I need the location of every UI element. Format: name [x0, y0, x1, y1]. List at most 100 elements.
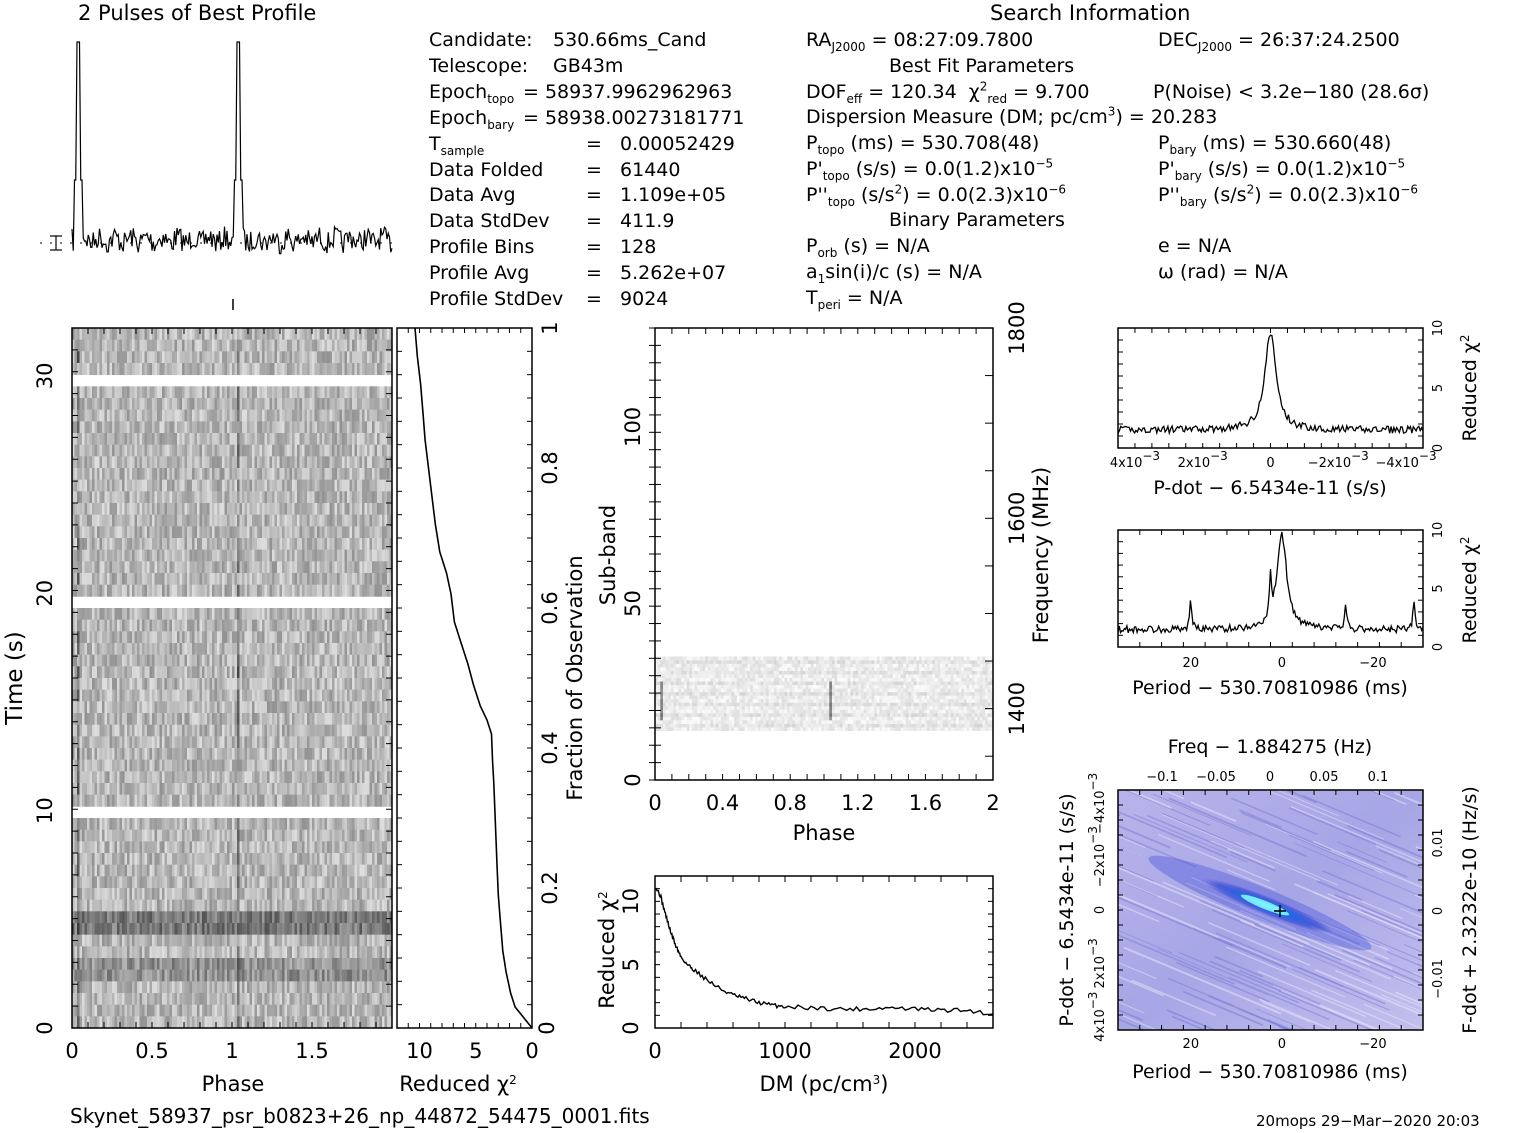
heatmap-cell	[287, 514, 290, 527]
heatmap-cell	[337, 538, 340, 551]
heatmap-cell	[282, 444, 285, 457]
heatmap-cell	[222, 398, 225, 411]
heatmap-cell	[139, 351, 143, 364]
heatmap-cell	[239, 328, 243, 341]
heatmap-cell	[99, 479, 103, 492]
heatmap-cell	[259, 433, 263, 446]
heatmap-cell	[262, 701, 265, 714]
heatmap-cell	[344, 386, 348, 399]
heatmap-cell	[332, 363, 335, 376]
heatmap-cell	[112, 386, 115, 399]
heatmap-cell	[294, 748, 298, 761]
heatmap-cell	[354, 421, 358, 434]
heatmap-cell	[299, 339, 303, 352]
heatmap-cell	[249, 456, 253, 469]
heatmap-cell	[277, 619, 280, 632]
heatmap-cell	[237, 724, 240, 737]
heatmap-cell	[167, 456, 170, 469]
heatmap-cell	[362, 713, 365, 726]
heatmap-cell	[187, 631, 190, 644]
heatmap-cell	[374, 398, 378, 411]
heatmap-cell	[209, 339, 213, 352]
heatmap-cell	[297, 608, 300, 621]
heatmap-cell	[374, 608, 378, 621]
heatmap-cell	[179, 713, 183, 726]
heatmap-cell	[117, 479, 120, 492]
heatmap-cell	[362, 468, 365, 481]
heatmap-cell	[77, 631, 80, 644]
heatmap-cell	[219, 783, 223, 796]
heatmap-cell	[337, 409, 340, 422]
heatmap-cell	[369, 549, 373, 562]
heatmap-cell	[107, 421, 110, 434]
heatmap-cell	[214, 456, 218, 469]
heatmap-cell	[329, 421, 333, 434]
heatmap-cell	[349, 561, 353, 574]
heatmap-cell	[319, 713, 323, 726]
heatmap-cell	[349, 608, 353, 621]
heatmap-cell	[377, 748, 380, 761]
heatmap-cell	[104, 398, 108, 411]
heatmap-cell	[234, 584, 238, 597]
heatmap-cell	[122, 689, 125, 702]
heatmap-cell	[357, 561, 360, 574]
heatmap-cell	[317, 398, 320, 411]
heatmap-cell	[199, 736, 203, 749]
heatmap-cell	[294, 468, 298, 481]
heatmap-cell	[277, 689, 280, 702]
heatmap-cell	[262, 666, 265, 679]
heatmap-cell	[212, 759, 215, 772]
heatmap-cell	[214, 608, 218, 621]
heatmap-cell	[264, 794, 268, 807]
heatmap-cell	[247, 526, 250, 539]
heatmap-cell	[152, 654, 155, 667]
heatmap-cell	[234, 339, 238, 352]
heatmap-cell	[314, 444, 318, 457]
heatmap-cell	[172, 608, 175, 621]
heatmap-cell	[214, 479, 218, 492]
heatmap-cell	[109, 759, 113, 772]
heatmap-cell	[324, 783, 328, 796]
heatmap-cell	[244, 444, 248, 457]
heatmap-cell	[212, 444, 215, 457]
heatmap-cell	[149, 759, 153, 772]
heatmap-cell	[97, 421, 100, 434]
heatmap-cell	[282, 608, 285, 621]
heatmap-cell	[84, 491, 88, 504]
heatmap-cell	[204, 713, 208, 726]
heatmap-cell	[202, 514, 205, 527]
heatmap-cell	[219, 468, 223, 481]
heatmap-cell	[322, 643, 325, 656]
heatmap-cell	[294, 631, 298, 644]
heatmap-cell	[99, 713, 103, 726]
heatmap-cell	[292, 328, 295, 341]
heatmap-cell	[379, 409, 383, 422]
heatmap-cell	[212, 339, 215, 352]
heatmap-cell	[312, 666, 315, 679]
heatmap-cell	[287, 398, 290, 411]
heatmap-cell	[282, 643, 285, 656]
heatmap-cell	[72, 433, 75, 446]
heatmap-cell	[284, 491, 288, 504]
heatmap-cell	[184, 631, 188, 644]
heatmap-cell	[209, 713, 213, 726]
heatmap-cell	[149, 794, 153, 807]
heatmap-cell	[277, 538, 280, 551]
heatmap-cell	[274, 701, 278, 714]
heatmap-cell	[369, 689, 373, 702]
heatmap-cell	[289, 724, 293, 737]
heatmap-cell	[132, 538, 135, 551]
heatmap-cell	[192, 351, 195, 364]
heatmap-cell	[104, 339, 108, 352]
heatmap-cell	[157, 631, 160, 644]
heatmap-cell	[172, 363, 175, 376]
heatmap-cell	[282, 666, 285, 679]
heatmap-cell	[337, 584, 340, 597]
heatmap-cell	[199, 549, 203, 562]
heatmap-cell	[119, 339, 123, 352]
heatmap-cell	[347, 538, 350, 551]
heatmap-cell	[344, 678, 348, 691]
heatmap-cell	[99, 724, 103, 737]
info-value: = 1.109e+05	[586, 184, 727, 207]
heatmap-cell	[182, 479, 185, 492]
